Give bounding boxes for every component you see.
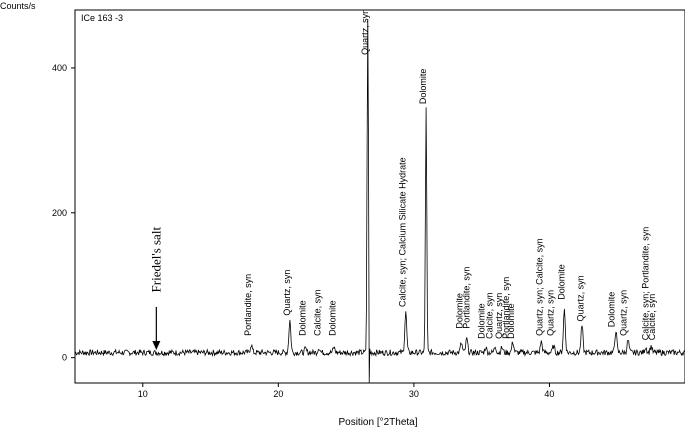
- y-tick-label: 200: [52, 208, 67, 218]
- x-tick-label: 10: [138, 389, 148, 399]
- diffraction-trace: [74, 19, 685, 384]
- peak-label: Dolomite: [556, 264, 566, 300]
- peak-label: Calcite, syn: [485, 292, 495, 339]
- y-axis: 0 200 400: [52, 63, 75, 363]
- x-tick-label: 40: [544, 389, 554, 399]
- peak-label: Quartz, syn: [546, 290, 556, 336]
- marker-arrowhead: [152, 340, 161, 350]
- peak-label: Dolomite: [418, 69, 428, 105]
- y-axis-label: Counts/s: [0, 1, 36, 11]
- x-tick-label: 20: [273, 389, 283, 399]
- y-tick-label: 400: [52, 63, 67, 73]
- peak-label: Dolomite: [455, 293, 465, 329]
- peak-label: Quartz, syn: [575, 275, 585, 321]
- peak-label: Quartz, syn: [282, 270, 292, 316]
- y-tick-label: 0: [62, 353, 67, 363]
- peak-label: Quartz, syn: [494, 293, 504, 339]
- peak-label: Calcite, syn: [647, 294, 657, 341]
- peak-label: Portlandite, syn: [501, 277, 511, 339]
- peak-label: Dolomite: [476, 303, 486, 339]
- peak-label: Calcite, syn: [312, 289, 322, 336]
- x-axis-label: Position [°2Theta]: [338, 417, 417, 428]
- friedels-salt-marker: Friedel's salt: [148, 227, 163, 350]
- peak-label: Dolomite: [607, 292, 617, 328]
- plot-frame: [74, 9, 685, 384]
- x-tick-label: 30: [409, 389, 419, 399]
- peak-label: Calcite, syn; Calcium Silicate Hydrate: [398, 157, 408, 307]
- sample-label: ICe 163 -3: [81, 13, 123, 23]
- peak-label: Dolomite: [506, 303, 516, 339]
- peak-label: Dolomite: [297, 300, 307, 336]
- marker-label: Friedel's salt: [148, 227, 163, 293]
- x-axis: 10 20 30 40: [138, 383, 554, 399]
- peak-label: Quartz, syn; Calcite, syn: [535, 238, 545, 336]
- peak-label: Calcite, syn; Portlandite, syn: [640, 227, 650, 341]
- peak-label: Portlandite, syn: [243, 274, 253, 336]
- peak-label: Portlandite, syn: [461, 267, 471, 329]
- peak-label: Quartz, syn: [619, 290, 629, 336]
- peak-label: Dolomite: [327, 300, 337, 336]
- peak-label: Quartz, syn: [360, 9, 370, 55]
